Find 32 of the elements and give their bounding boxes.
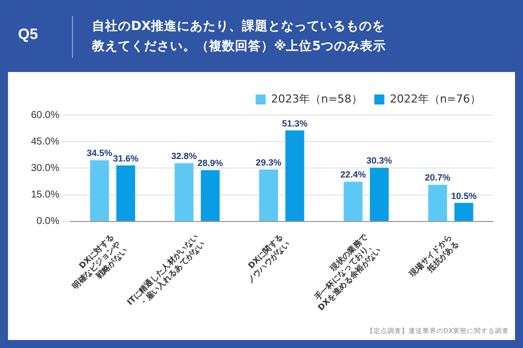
data-label: 32.8% [171, 151, 197, 162]
y-tick-label: 60.0% [30, 110, 60, 121]
y-tick-label: 0.0% [36, 216, 60, 228]
bar [174, 163, 194, 221]
bar [344, 182, 363, 221]
data-label: 22.4% [340, 170, 366, 180]
legend-label: 2023年（n=58） [271, 92, 362, 106]
bar [116, 165, 136, 221]
x-tick-label: 現状の業務で 手一杯になっており、 DXを進める余裕がない [312, 232, 383, 312]
y-tick-label: 15.0% [30, 190, 60, 201]
chart-title: 自社のDX推進にあたり、課題となっているものを教えてください。（複数回答）※上位5つのみ表示 [92, 17, 387, 55]
data-label: 20.7% [424, 172, 450, 183]
data-label: 31.6% [112, 153, 138, 164]
bar [200, 170, 220, 221]
data-label: 29.3% [256, 157, 282, 168]
bar [454, 202, 474, 221]
x-tick-label: DXに関する ノウハウがない [245, 232, 292, 286]
legend-label: 2022年（n=76） [390, 92, 482, 106]
bar [428, 184, 448, 221]
data-label: 30.3% [366, 156, 392, 166]
bar [259, 169, 278, 221]
data-label: 28.9% [197, 158, 224, 168]
y-tick-label: 45.0% [30, 136, 60, 148]
bar [90, 160, 109, 221]
data-label: 10.5% [451, 190, 477, 201]
data-label: 34.5% [86, 148, 112, 158]
y-tick-label: 30.0% [30, 162, 60, 174]
x-tick-label: 現場サイドから 抵抗がある [406, 232, 460, 280]
bar [370, 168, 389, 221]
data-label: 51.3% [282, 118, 308, 128]
text: Q5 [18, 26, 40, 43]
bar [285, 130, 304, 221]
